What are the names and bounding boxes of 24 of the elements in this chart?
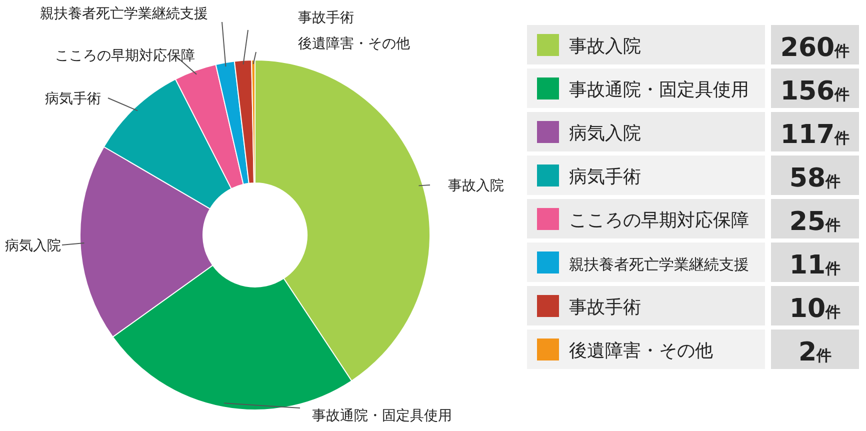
slice-label: 病気入院 [5,238,61,254]
data-label: 58件 [789,164,841,194]
category-label: 後遺障害・その他 [298,36,410,52]
slice-label: 事故通院・固定具使用 [312,408,452,424]
legend-label: 事故通院・固定具使用 [569,80,749,100]
slice-label: 事故入院 [448,178,504,194]
data-label: 117件 [780,120,850,150]
legend-label: 親扶養者死亡学業継続支援 [569,256,749,274]
legend-label: 事故入院 [569,36,641,57]
data-label: 10件 [789,294,841,324]
data-label: 260件 [780,33,850,63]
data-label: 25件 [789,207,841,237]
slice-label: こころの早期対応保障 [55,48,195,64]
data-label: 2件 [798,338,832,368]
data-label: 156件 [780,76,850,106]
slice-label: 親扶養者死亡学業継続支援 [40,6,208,22]
legend-label: 病気手術 [569,166,641,188]
data-label: 11件 [789,250,841,280]
legend-label: 病気入院 [569,123,641,144]
category-label: 事故手術 [298,10,354,26]
slice-label: 病気手術 [45,91,101,107]
legend-label: 後遺障害・その他 [569,340,713,362]
legend-label: こころの早期対応保障 [569,210,749,231]
legend-label: 事故手術 [569,297,641,318]
